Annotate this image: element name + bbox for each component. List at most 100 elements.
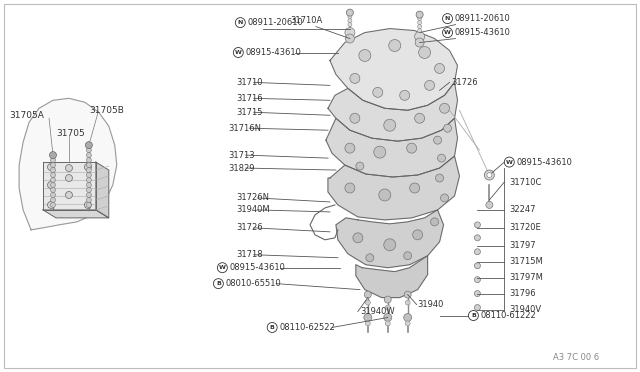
Circle shape bbox=[404, 291, 411, 298]
Circle shape bbox=[348, 15, 352, 19]
Circle shape bbox=[435, 64, 445, 73]
Text: W: W bbox=[235, 50, 242, 55]
Circle shape bbox=[65, 164, 72, 171]
Circle shape bbox=[359, 49, 371, 61]
Circle shape bbox=[86, 183, 92, 187]
Circle shape bbox=[384, 239, 396, 251]
Circle shape bbox=[51, 158, 56, 163]
Circle shape bbox=[418, 25, 422, 29]
Circle shape bbox=[85, 142, 92, 149]
Circle shape bbox=[350, 73, 360, 83]
Polygon shape bbox=[328, 82, 458, 141]
Circle shape bbox=[51, 202, 56, 208]
Circle shape bbox=[415, 32, 424, 42]
Circle shape bbox=[415, 38, 424, 47]
Text: 31716N: 31716N bbox=[228, 124, 261, 133]
Text: B: B bbox=[216, 281, 221, 286]
Circle shape bbox=[51, 198, 56, 202]
Circle shape bbox=[384, 296, 391, 303]
Circle shape bbox=[47, 182, 54, 189]
Circle shape bbox=[86, 198, 92, 202]
Text: 08110-61222: 08110-61222 bbox=[481, 311, 536, 320]
Circle shape bbox=[267, 323, 277, 333]
Circle shape bbox=[353, 233, 363, 243]
Circle shape bbox=[384, 314, 392, 321]
Circle shape bbox=[51, 177, 56, 183]
Circle shape bbox=[49, 152, 56, 158]
Circle shape bbox=[356, 162, 364, 170]
Polygon shape bbox=[43, 162, 96, 210]
Circle shape bbox=[364, 291, 371, 298]
Circle shape bbox=[86, 167, 92, 173]
Circle shape bbox=[405, 321, 410, 326]
Text: 31710: 31710 bbox=[236, 78, 263, 87]
Circle shape bbox=[418, 13, 422, 17]
Text: 08915-43610: 08915-43610 bbox=[245, 48, 301, 57]
Circle shape bbox=[86, 158, 92, 163]
Text: 08915-43610: 08915-43610 bbox=[454, 28, 510, 37]
Circle shape bbox=[218, 263, 227, 273]
Circle shape bbox=[474, 235, 481, 241]
Circle shape bbox=[405, 300, 410, 305]
Text: 08911-20610: 08911-20610 bbox=[454, 14, 510, 23]
Text: 31710A: 31710A bbox=[290, 16, 323, 25]
Text: 31705: 31705 bbox=[56, 129, 84, 138]
Text: N: N bbox=[445, 16, 450, 21]
Circle shape bbox=[47, 164, 54, 170]
Circle shape bbox=[234, 48, 243, 58]
Circle shape bbox=[345, 143, 355, 153]
Circle shape bbox=[86, 202, 92, 208]
Text: 31940: 31940 bbox=[418, 300, 444, 309]
Circle shape bbox=[346, 9, 353, 16]
Polygon shape bbox=[336, 210, 444, 268]
Circle shape bbox=[345, 183, 355, 193]
Circle shape bbox=[474, 263, 481, 269]
Circle shape bbox=[442, 28, 452, 38]
Circle shape bbox=[365, 321, 371, 326]
Text: 08010-65510: 08010-65510 bbox=[225, 279, 281, 288]
Circle shape bbox=[474, 277, 481, 283]
Circle shape bbox=[365, 300, 371, 305]
Text: 31940V: 31940V bbox=[509, 305, 541, 314]
Circle shape bbox=[474, 305, 481, 311]
Circle shape bbox=[504, 157, 515, 167]
Text: W: W bbox=[444, 30, 451, 35]
Circle shape bbox=[86, 143, 92, 148]
Circle shape bbox=[442, 14, 452, 23]
Circle shape bbox=[404, 252, 412, 260]
Text: 31705A: 31705A bbox=[9, 111, 44, 120]
Text: 08915-43610: 08915-43610 bbox=[229, 263, 285, 272]
Circle shape bbox=[51, 187, 56, 192]
Text: 31940M: 31940M bbox=[236, 205, 270, 214]
Circle shape bbox=[348, 19, 352, 23]
Text: 08915-43610: 08915-43610 bbox=[516, 158, 572, 167]
Circle shape bbox=[474, 222, 481, 228]
Circle shape bbox=[51, 173, 56, 177]
Circle shape bbox=[374, 146, 386, 158]
Circle shape bbox=[404, 314, 412, 321]
Circle shape bbox=[433, 136, 442, 144]
Circle shape bbox=[415, 113, 424, 123]
Polygon shape bbox=[356, 256, 428, 298]
Circle shape bbox=[410, 183, 420, 193]
Text: 31718: 31718 bbox=[236, 250, 263, 259]
Circle shape bbox=[431, 218, 438, 226]
Text: 31829: 31829 bbox=[228, 164, 255, 173]
Circle shape bbox=[51, 192, 56, 198]
Circle shape bbox=[418, 17, 422, 20]
Text: W: W bbox=[506, 160, 513, 164]
Text: 31726: 31726 bbox=[451, 78, 478, 87]
Circle shape bbox=[84, 202, 92, 208]
Circle shape bbox=[379, 189, 391, 201]
Circle shape bbox=[373, 87, 383, 97]
Polygon shape bbox=[330, 29, 458, 110]
Circle shape bbox=[385, 305, 390, 310]
Circle shape bbox=[474, 291, 481, 296]
Text: 31716: 31716 bbox=[236, 94, 263, 103]
Polygon shape bbox=[19, 98, 116, 230]
Circle shape bbox=[366, 254, 374, 262]
Circle shape bbox=[438, 154, 445, 162]
Circle shape bbox=[86, 173, 92, 177]
Circle shape bbox=[486, 202, 493, 208]
Circle shape bbox=[436, 174, 444, 182]
